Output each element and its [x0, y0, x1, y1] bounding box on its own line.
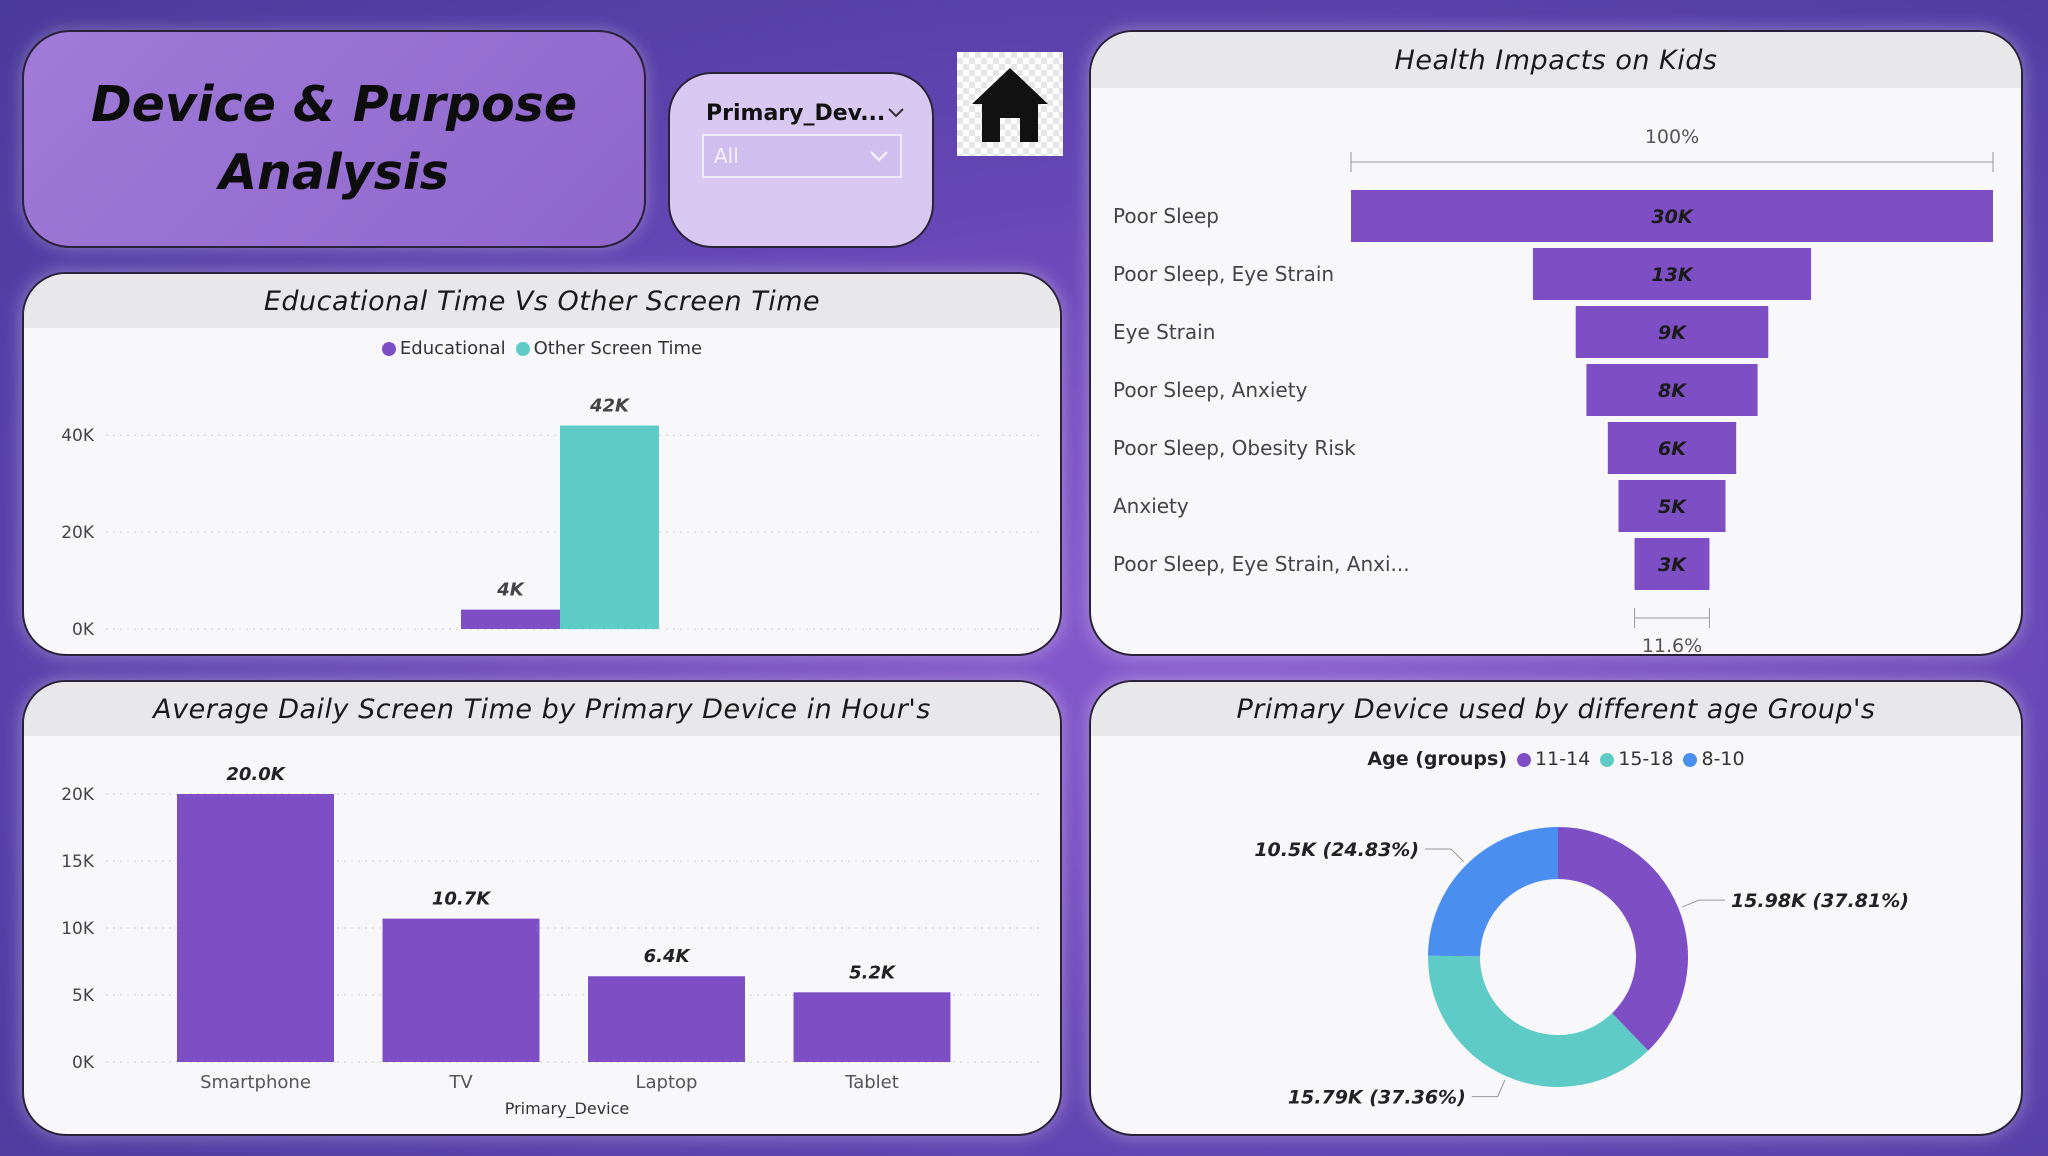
panel-title: Primary Device used by different age Gro… [1091, 682, 2021, 736]
funnel-bar[interactable] [1586, 364, 1758, 416]
legend-item-educational[interactable]: Educational [381, 338, 506, 359]
data-label: 5.2K [849, 962, 897, 983]
donut-slice-11-14[interactable] [1558, 827, 1688, 1051]
funnel-bar[interactable] [1618, 480, 1726, 532]
primary-device-slicer: Primary_Dev... All [668, 72, 934, 248]
data-label: 10.7K [432, 889, 492, 910]
device-screen-time-panel: Average Daily Screen Time by Primary Dev… [22, 680, 1062, 1136]
x-tick-label: Smartphone [200, 1072, 311, 1093]
data-label: 15.79K (37.36%) [1288, 1087, 1466, 1109]
x-axis-title: Primary_Device [505, 1099, 630, 1119]
legend-item-8-10[interactable]: 8-10 [1683, 748, 1745, 770]
legend: Educational Other Screen Time [24, 338, 1060, 359]
leader-line [1471, 1079, 1506, 1098]
data-label: 42K [589, 396, 631, 417]
slicer-value: All [714, 144, 739, 168]
legend-item-15-18[interactable]: 15-18 [1600, 748, 1673, 770]
bar-smartphone[interactable] [177, 794, 334, 1062]
slicer-dropdown[interactable]: All [702, 134, 902, 178]
data-label: 10.5K (24.83%) [1254, 839, 1419, 861]
bottom-percent-label: 11.6% [1642, 635, 1702, 654]
title-line-2: Analysis [219, 144, 449, 201]
y-tick-label: 10K [61, 919, 95, 939]
funnel-category-label: Poor Sleep, Eye Strain [1113, 262, 1334, 286]
top-percent-label: 100% [1645, 126, 1699, 148]
funnel-category-label: Poor Sleep [1113, 204, 1219, 228]
y-tick-label: 20K [61, 523, 95, 543]
funnel-bar[interactable] [1607, 422, 1737, 474]
funnel-bar[interactable] [1351, 190, 1993, 242]
x-tick-label: TV [448, 1072, 473, 1093]
dashboard-title-card: Device & Purpose Analysis [22, 30, 646, 248]
funnel-bar[interactable] [1532, 248, 1812, 300]
bar-laptop[interactable] [588, 976, 745, 1062]
data-label: 9K [1658, 322, 1687, 344]
age-donut-chart: 15.98K (37.81%) 15.79K (37.36%) 10.5K (24.… [1254, 827, 1909, 1109]
data-label: 4K [496, 580, 526, 601]
legend: Age (groups) 11-14 15-18 8-10 [1091, 748, 2021, 770]
x-tick-label: Laptop [636, 1072, 698, 1093]
funnel-category-label: Eye Strain [1113, 320, 1215, 344]
donut-slice-8-10[interactable] [1428, 827, 1558, 957]
data-label: 3K [1658, 554, 1687, 576]
page-title: Device & Purpose Analysis [91, 71, 577, 207]
leader-line [1425, 848, 1465, 863]
educational-time-panel: Educational Time Vs Other Screen Time Ed… [22, 272, 1062, 656]
data-label: 5K [1658, 496, 1687, 518]
slicer-header[interactable]: Primary_Dev... [706, 96, 906, 130]
y-tick-label: 40K [61, 426, 95, 446]
y-tick-label: 0K [72, 1053, 95, 1073]
panel-title: Educational Time Vs Other Screen Time [24, 274, 1060, 328]
y-tick-label: 0K [72, 620, 95, 640]
slicer-label: Primary_Dev... [706, 100, 886, 126]
data-label: 6.4K [644, 946, 692, 967]
panel-title: Health Impacts on Kids [1091, 32, 2021, 88]
data-label: 8K [1658, 380, 1687, 402]
data-label: 6K [1658, 438, 1687, 460]
panel-title: Average Daily Screen Time by Primary Dev… [24, 682, 1060, 736]
leader-line [1682, 899, 1725, 908]
bar-tv[interactable] [382, 918, 540, 1062]
bar-tablet[interactable] [793, 992, 951, 1062]
home-icon [972, 68, 1048, 142]
x-tick-label: Tablet [844, 1072, 899, 1093]
health-funnel-chart: 100% Poor Sleep 30K Poor Sleep, Eye Strain 1… [1113, 126, 1994, 654]
legend-title: Age (groups) [1367, 748, 1508, 770]
legend-item-11-14[interactable]: 11-14 [1517, 748, 1590, 770]
educational-bar-chart: 0K 20K 40K 4K 42K [61, 396, 1044, 640]
y-tick-label: 5K [72, 986, 95, 1006]
y-tick-label: 20K [61, 785, 95, 805]
home-button[interactable] [957, 52, 1063, 156]
funnel-category-label: Poor Sleep, Eye Strain, Anxi... [1113, 552, 1410, 576]
data-label: 15.98K (37.81%) [1731, 890, 1909, 912]
data-label: 13K [1651, 264, 1693, 286]
dropdown-chevron-icon [870, 151, 888, 162]
title-line-1: Device & Purpose [90, 76, 578, 133]
legend-item-other[interactable]: Other Screen Time [515, 338, 702, 359]
data-label: 20.0K [226, 764, 286, 785]
bar-educational[interactable] [461, 609, 560, 629]
health-impacts-panel: Health Impacts on Kids 100% Poor Sleep 30K… [1089, 30, 2023, 656]
funnel-category-label: Anxiety [1113, 494, 1189, 518]
device-bar-chart: 0K 5K 10K 15K 20K 20.0K Smartphone 10.7K TV 6.4K L… [61, 764, 1044, 1119]
data-label: 30K [1651, 206, 1693, 228]
y-tick-label: 15K [61, 852, 95, 872]
funnel-category-label: Poor Sleep, Anxiety [1113, 378, 1308, 402]
funnel-category-label: Poor Sleep, Obesity Risk [1113, 436, 1356, 460]
funnel-bar[interactable] [1634, 538, 1710, 590]
bar-other-screen-time[interactable] [560, 425, 659, 629]
donut-slice-15-18[interactable] [1428, 955, 1649, 1087]
age-groups-panel: Primary Device used by different age Gro… [1089, 680, 2023, 1136]
chevron-down-icon[interactable] [886, 106, 906, 120]
funnel-bar[interactable] [1575, 306, 1769, 358]
